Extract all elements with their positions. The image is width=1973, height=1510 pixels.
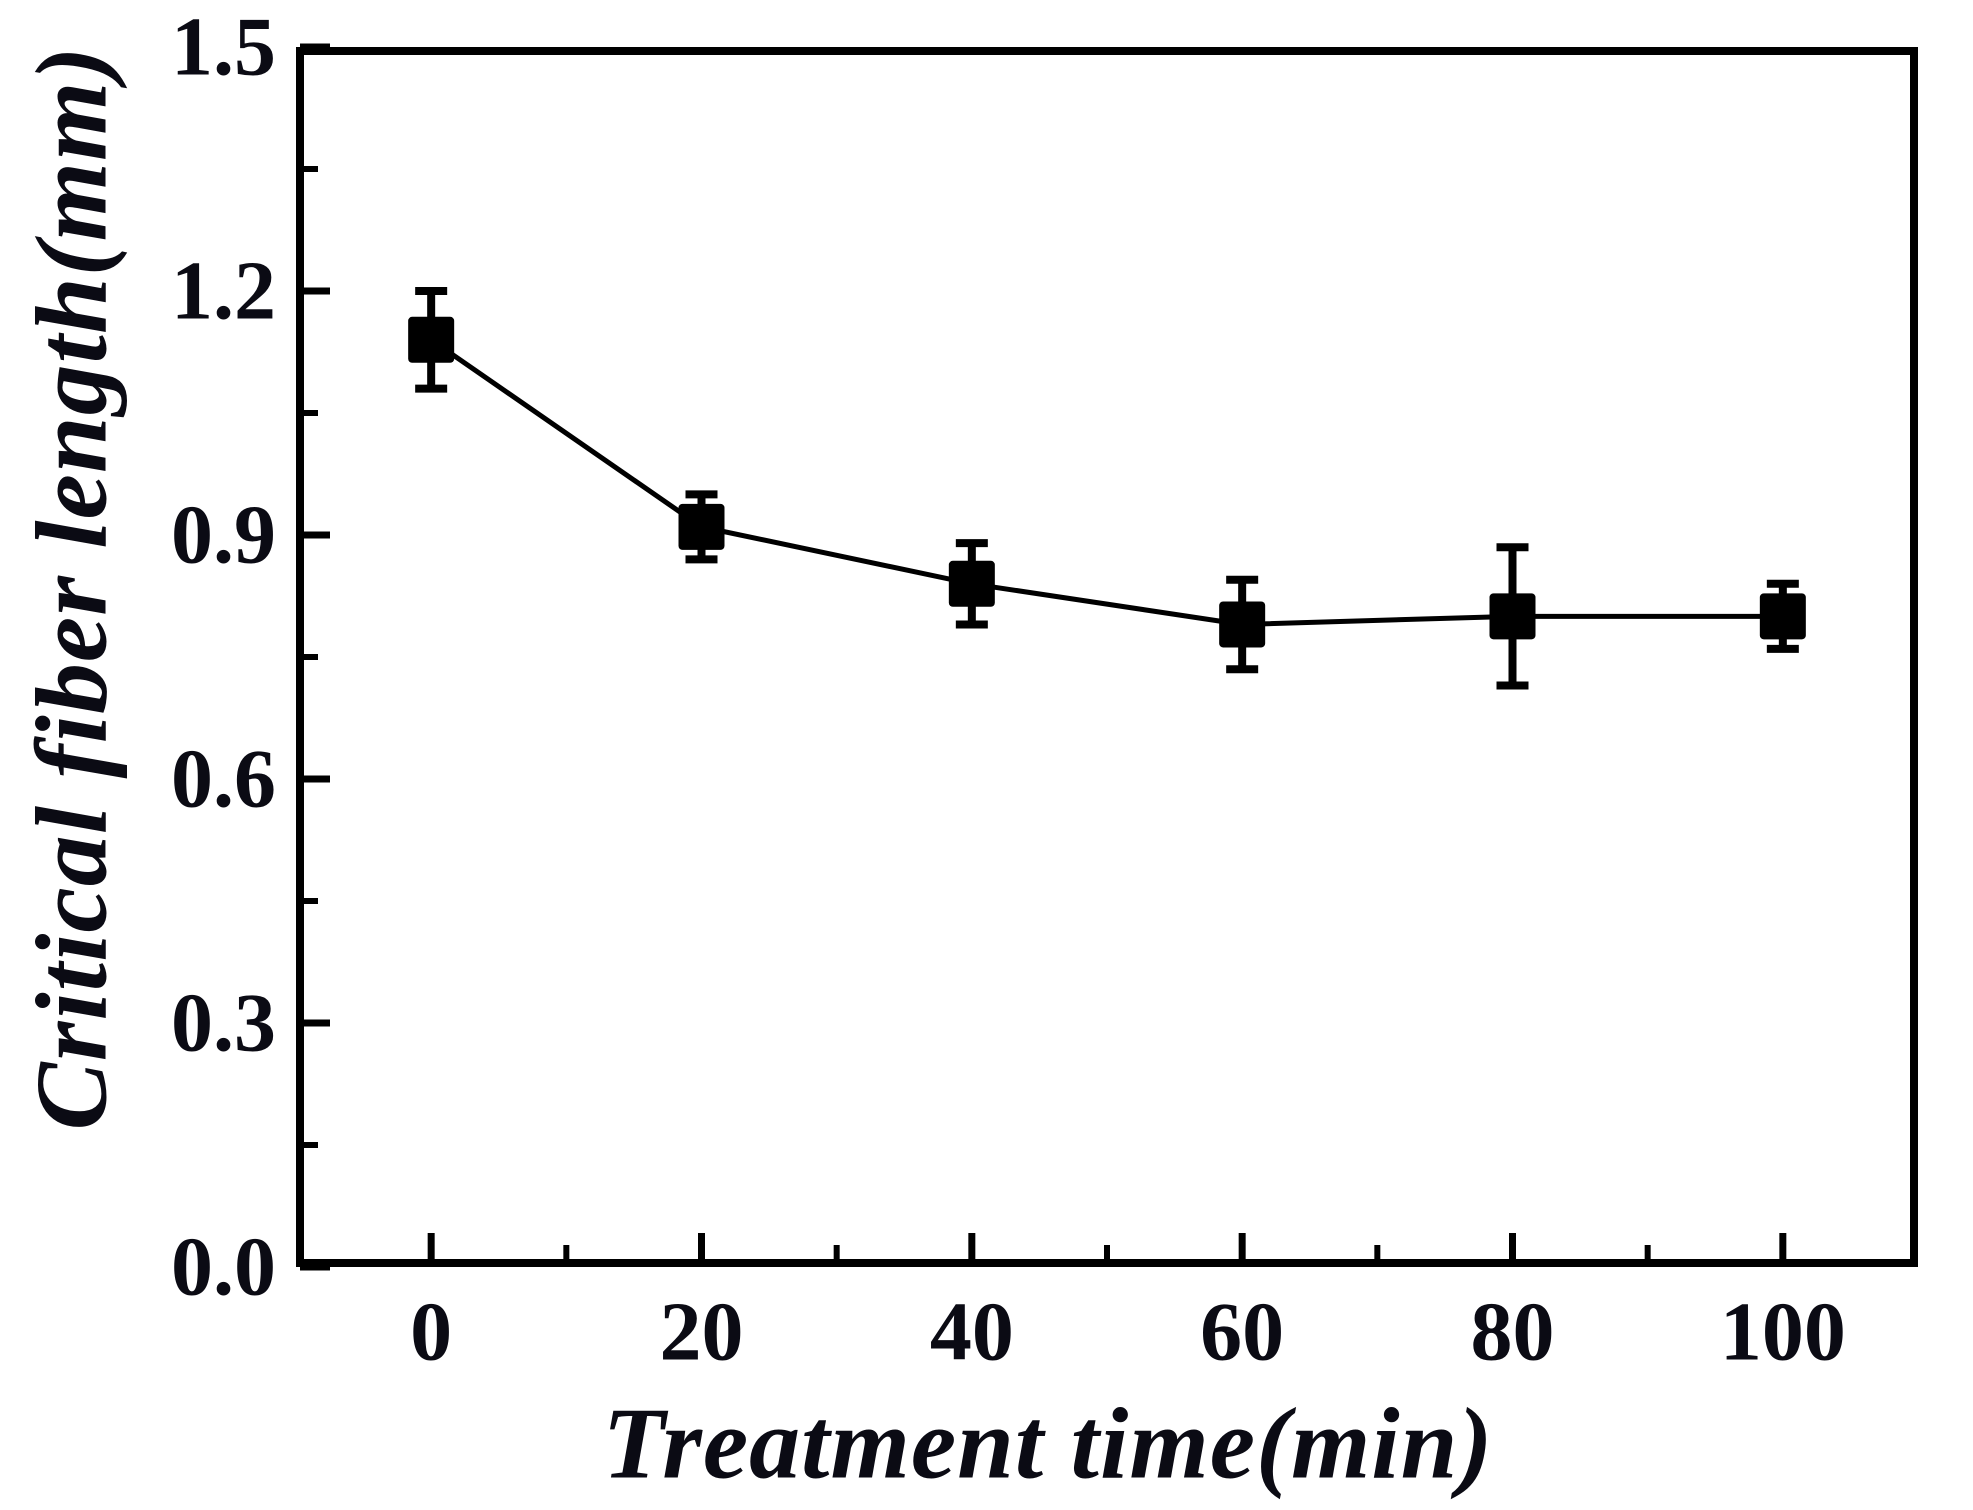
data-series-line <box>429 337 1783 627</box>
y-tick-label: 0.0 <box>171 1221 276 1314</box>
x-tick-label: 40 <box>930 1286 1014 1379</box>
x-tick-label: 0 <box>410 1286 452 1379</box>
y-tick-label: 1.5 <box>171 1 276 94</box>
data-point-marker <box>678 503 725 550</box>
x-axis-title: Treatment time(min) <box>602 1387 1494 1501</box>
data-point-marker <box>1759 593 1806 640</box>
data-point-marker <box>948 560 995 607</box>
x-tick-label: 60 <box>1200 1286 1284 1379</box>
y-tick-label: 0.9 <box>171 489 276 582</box>
x-tick-label: 100 <box>1720 1286 1846 1379</box>
y-axis-title: Critical fiber length(mm) <box>15 45 129 1131</box>
y-tick-label: 0.6 <box>171 733 276 826</box>
x-tick-label: 20 <box>660 1286 744 1379</box>
data-point-marker <box>408 316 455 363</box>
x-tick-label: 80 <box>1471 1286 1555 1379</box>
data-point-marker <box>1489 593 1536 640</box>
plot-frame <box>296 47 1918 1267</box>
y-tick-label: 1.2 <box>171 245 276 338</box>
data-point-marker <box>1219 601 1266 648</box>
y-tick-label: 0.3 <box>171 977 276 1070</box>
